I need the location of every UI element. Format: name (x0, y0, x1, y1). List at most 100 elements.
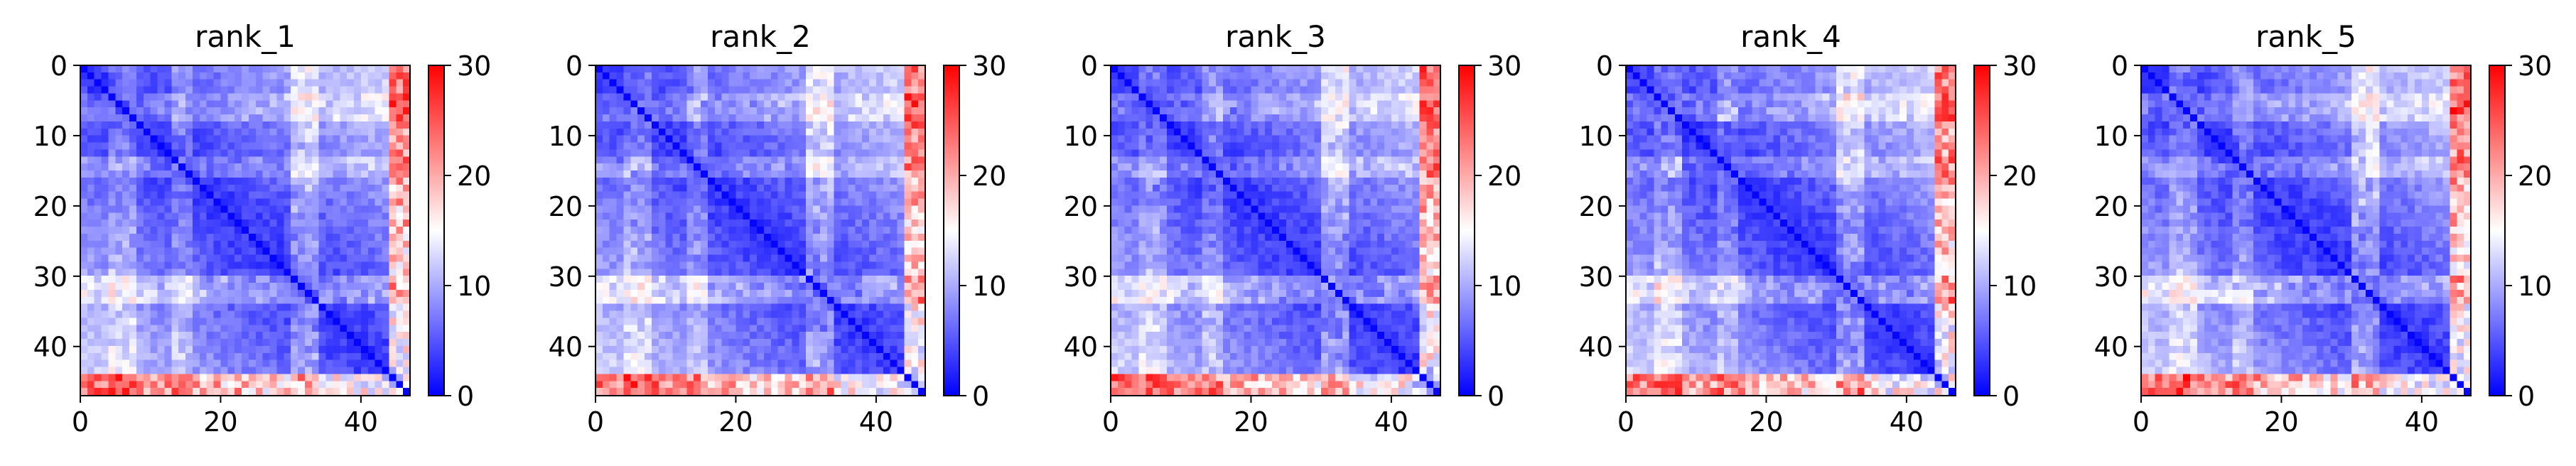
heatmap-cell (848, 114, 856, 122)
heatmap-cell (707, 303, 716, 312)
heatmap-cell (792, 170, 799, 178)
heatmap-cell (694, 332, 701, 340)
heatmap-cell (284, 79, 291, 87)
heatmap-cell (129, 276, 137, 283)
heatmap-cell (883, 220, 891, 227)
heatmap-cell (1209, 65, 1217, 73)
heatmap-cell (276, 100, 284, 108)
heatmap-cell (721, 332, 730, 340)
heatmap-cell (1166, 65, 1175, 73)
heatmap-cell (596, 142, 603, 151)
heatmap-cell (206, 303, 215, 312)
heatmap-cell (813, 233, 821, 242)
heatmap-cell (248, 352, 257, 361)
heatmap-cell (382, 289, 389, 298)
heatmap-cell (714, 310, 723, 318)
heatmap-cell (616, 332, 625, 340)
heatmap-cell (374, 339, 383, 347)
heatmap-cell (255, 163, 264, 171)
heatmap-cell (770, 227, 779, 234)
heatmap-cell (143, 220, 151, 227)
heatmap-cell (199, 191, 208, 200)
heatmap-cell (637, 332, 645, 340)
heatmap-cell (707, 352, 716, 361)
heatmap-cell (658, 310, 667, 318)
heatmap-cell (178, 359, 186, 368)
heatmap-cell (694, 233, 701, 242)
heatmap-cell (192, 177, 200, 185)
heatmap-cell (276, 107, 284, 115)
heatmap-cell (785, 135, 793, 143)
heatmap-cell (235, 100, 242, 108)
heatmap-cell (616, 303, 625, 312)
heatmap-cell (1405, 79, 1413, 87)
heatmap-cell (298, 254, 306, 263)
heatmap-cell (728, 261, 737, 269)
heatmap-cell (164, 184, 172, 193)
heatmap-cell (206, 107, 215, 115)
heatmap-cell (806, 367, 814, 374)
heatmap-cell (869, 283, 877, 291)
heatmap-cell (192, 233, 200, 242)
heatmap-cell (813, 100, 821, 108)
heatmap-cell (1153, 100, 1160, 108)
heatmap-cell (374, 345, 383, 354)
heatmap-cell (157, 184, 166, 193)
heatmap-cell (171, 381, 179, 389)
heatmap-cell (1356, 79, 1364, 87)
heatmap-cell (101, 345, 109, 354)
heatmap-cell (129, 128, 137, 136)
heatmap-cell (101, 303, 109, 312)
heatmap-cell (616, 191, 625, 200)
heatmap-cell (630, 142, 638, 151)
heatmap-cell (1216, 114, 1224, 122)
heatmap-cell (1216, 107, 1224, 115)
heatmap-cell (389, 198, 397, 207)
heatmap-cell (291, 72, 298, 80)
heatmap-cell (389, 93, 397, 101)
heatmap-cell (855, 163, 863, 171)
heatmap-cell (918, 269, 926, 276)
heatmap-cell (94, 247, 102, 256)
heatmap-cell (721, 269, 730, 276)
heatmap-cell (255, 325, 264, 332)
heatmap-cell (199, 332, 208, 340)
heatmap-cell (728, 184, 737, 193)
heatmap-cell (637, 177, 645, 185)
heatmap-cell (770, 128, 779, 136)
heatmap-cell (1391, 114, 1399, 122)
heatmap-cell (242, 261, 249, 269)
heatmap-cell (862, 283, 870, 291)
heatmap-cell (785, 121, 793, 129)
heatmap-cell (883, 345, 891, 354)
heatmap-cell (220, 254, 228, 263)
heatmap-cell (714, 191, 723, 200)
heatmap-cell (311, 352, 320, 361)
heatmap-cell (596, 359, 603, 368)
heatmap-cell (1209, 114, 1217, 122)
heatmap-cell (609, 184, 618, 193)
heatmap-cell (360, 184, 369, 193)
heatmap-cell (855, 367, 863, 374)
heatmap-cell (220, 212, 228, 220)
heatmap-cell (637, 100, 645, 108)
heatmap-cell (227, 254, 235, 263)
heatmap-cell (609, 72, 618, 80)
heatmap-cell (658, 381, 667, 389)
heatmap-cell (389, 212, 397, 220)
heatmap-cell (665, 283, 674, 291)
heatmap-cell (291, 149, 298, 157)
heatmap-cell (904, 310, 912, 318)
heatmap-cell (171, 332, 179, 340)
heatmap-cell (819, 114, 828, 122)
heatmap-cell (686, 220, 694, 227)
heatmap-cell (298, 142, 306, 151)
heatmap-cell (806, 247, 814, 256)
heatmap-cell (213, 227, 222, 234)
heatmap-cell (875, 100, 884, 108)
heatmap-cell (157, 352, 166, 361)
heatmap-cell (192, 72, 200, 80)
heatmap-cell (1160, 86, 1168, 94)
heatmap-cell (284, 359, 291, 368)
heatmap-cell (255, 65, 264, 73)
